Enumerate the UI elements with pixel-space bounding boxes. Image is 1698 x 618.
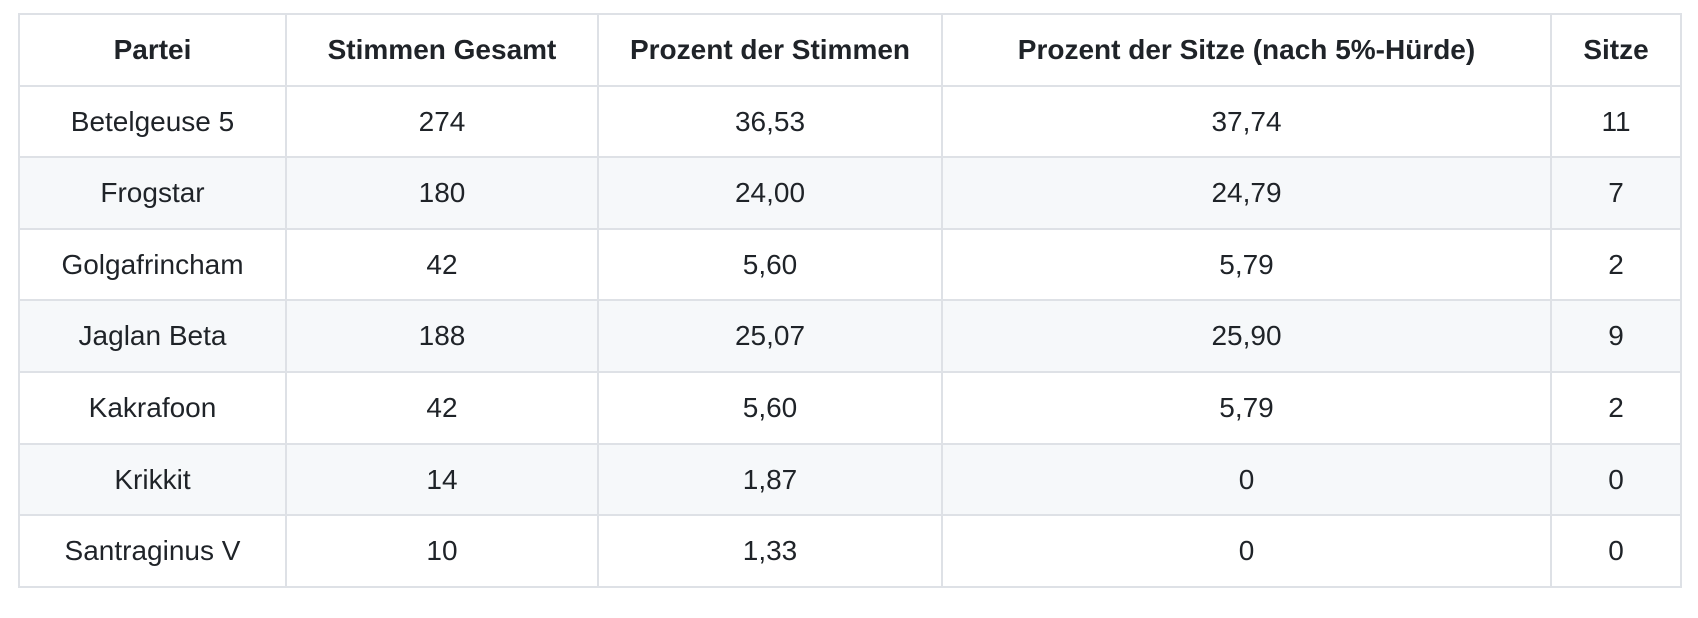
column-header-sitze: Sitze (1550, 13, 1682, 87)
cell-prozent-sitze: 0 (941, 514, 1552, 588)
cell-partei: Frogstar (18, 156, 287, 230)
cell-partei: Santraginus V (18, 514, 287, 588)
cell-partei: Kakrafoon (18, 370, 287, 445)
table-row: Betelgeuse 5 274 36,53 37,74 11 (18, 84, 1682, 159)
cell-prozent-sitze: 5,79 (941, 227, 1552, 302)
table-row: Jaglan Beta 188 25,07 25,90 9 (18, 299, 1682, 373)
cell-prozent-stimmen: 25,07 (597, 299, 943, 373)
table-header-row: Partei Stimmen Gesamt Prozent der Stimme… (18, 13, 1682, 87)
cell-prozent-sitze: 0 (941, 442, 1552, 517)
cell-sitze: 2 (1550, 370, 1682, 445)
results-table: Partei Stimmen Gesamt Prozent der Stimme… (18, 13, 1682, 588)
cell-stimmen-gesamt: 42 (285, 370, 599, 445)
cell-stimmen-gesamt: 188 (285, 299, 599, 373)
cell-stimmen-gesamt: 10 (285, 514, 599, 588)
cell-sitze: 0 (1550, 514, 1682, 588)
cell-prozent-stimmen: 24,00 (597, 156, 943, 230)
column-header-stimmen-gesamt: Stimmen Gesamt (285, 13, 599, 87)
cell-partei: Krikkit (18, 442, 287, 517)
cell-prozent-sitze: 5,79 (941, 370, 1552, 445)
cell-prozent-stimmen: 5,60 (597, 227, 943, 302)
cell-partei: Jaglan Beta (18, 299, 287, 373)
cell-stimmen-gesamt: 180 (285, 156, 599, 230)
column-header-prozent-sitze: Prozent der Sitze (nach 5%-Hürde) (941, 13, 1552, 87)
cell-prozent-stimmen: 36,53 (597, 84, 943, 159)
table-row: Krikkit 14 1,87 0 0 (18, 442, 1682, 517)
column-header-partei: Partei (18, 13, 287, 87)
cell-prozent-stimmen: 1,87 (597, 442, 943, 517)
cell-prozent-sitze: 37,74 (941, 84, 1552, 159)
cell-partei: Golgafrincham (18, 227, 287, 302)
table-row: Kakrafoon 42 5,60 5,79 2 (18, 370, 1682, 445)
cell-stimmen-gesamt: 274 (285, 84, 599, 159)
cell-prozent-stimmen: 1,33 (597, 514, 943, 588)
cell-prozent-sitze: 25,90 (941, 299, 1552, 373)
cell-prozent-stimmen: 5,60 (597, 370, 943, 445)
cell-sitze: 11 (1550, 84, 1682, 159)
cell-sitze: 9 (1550, 299, 1682, 373)
cell-stimmen-gesamt: 14 (285, 442, 599, 517)
table-row: Frogstar 180 24,00 24,79 7 (18, 156, 1682, 230)
table-row: Santraginus V 10 1,33 0 0 (18, 514, 1682, 588)
cell-partei: Betelgeuse 5 (18, 84, 287, 159)
cell-sitze: 2 (1550, 227, 1682, 302)
cell-sitze: 7 (1550, 156, 1682, 230)
column-header-prozent-stimmen: Prozent der Stimmen (597, 13, 943, 87)
cell-stimmen-gesamt: 42 (285, 227, 599, 302)
table-row: Golgafrincham 42 5,60 5,79 2 (18, 227, 1682, 302)
cell-prozent-sitze: 24,79 (941, 156, 1552, 230)
cell-sitze: 0 (1550, 442, 1682, 517)
